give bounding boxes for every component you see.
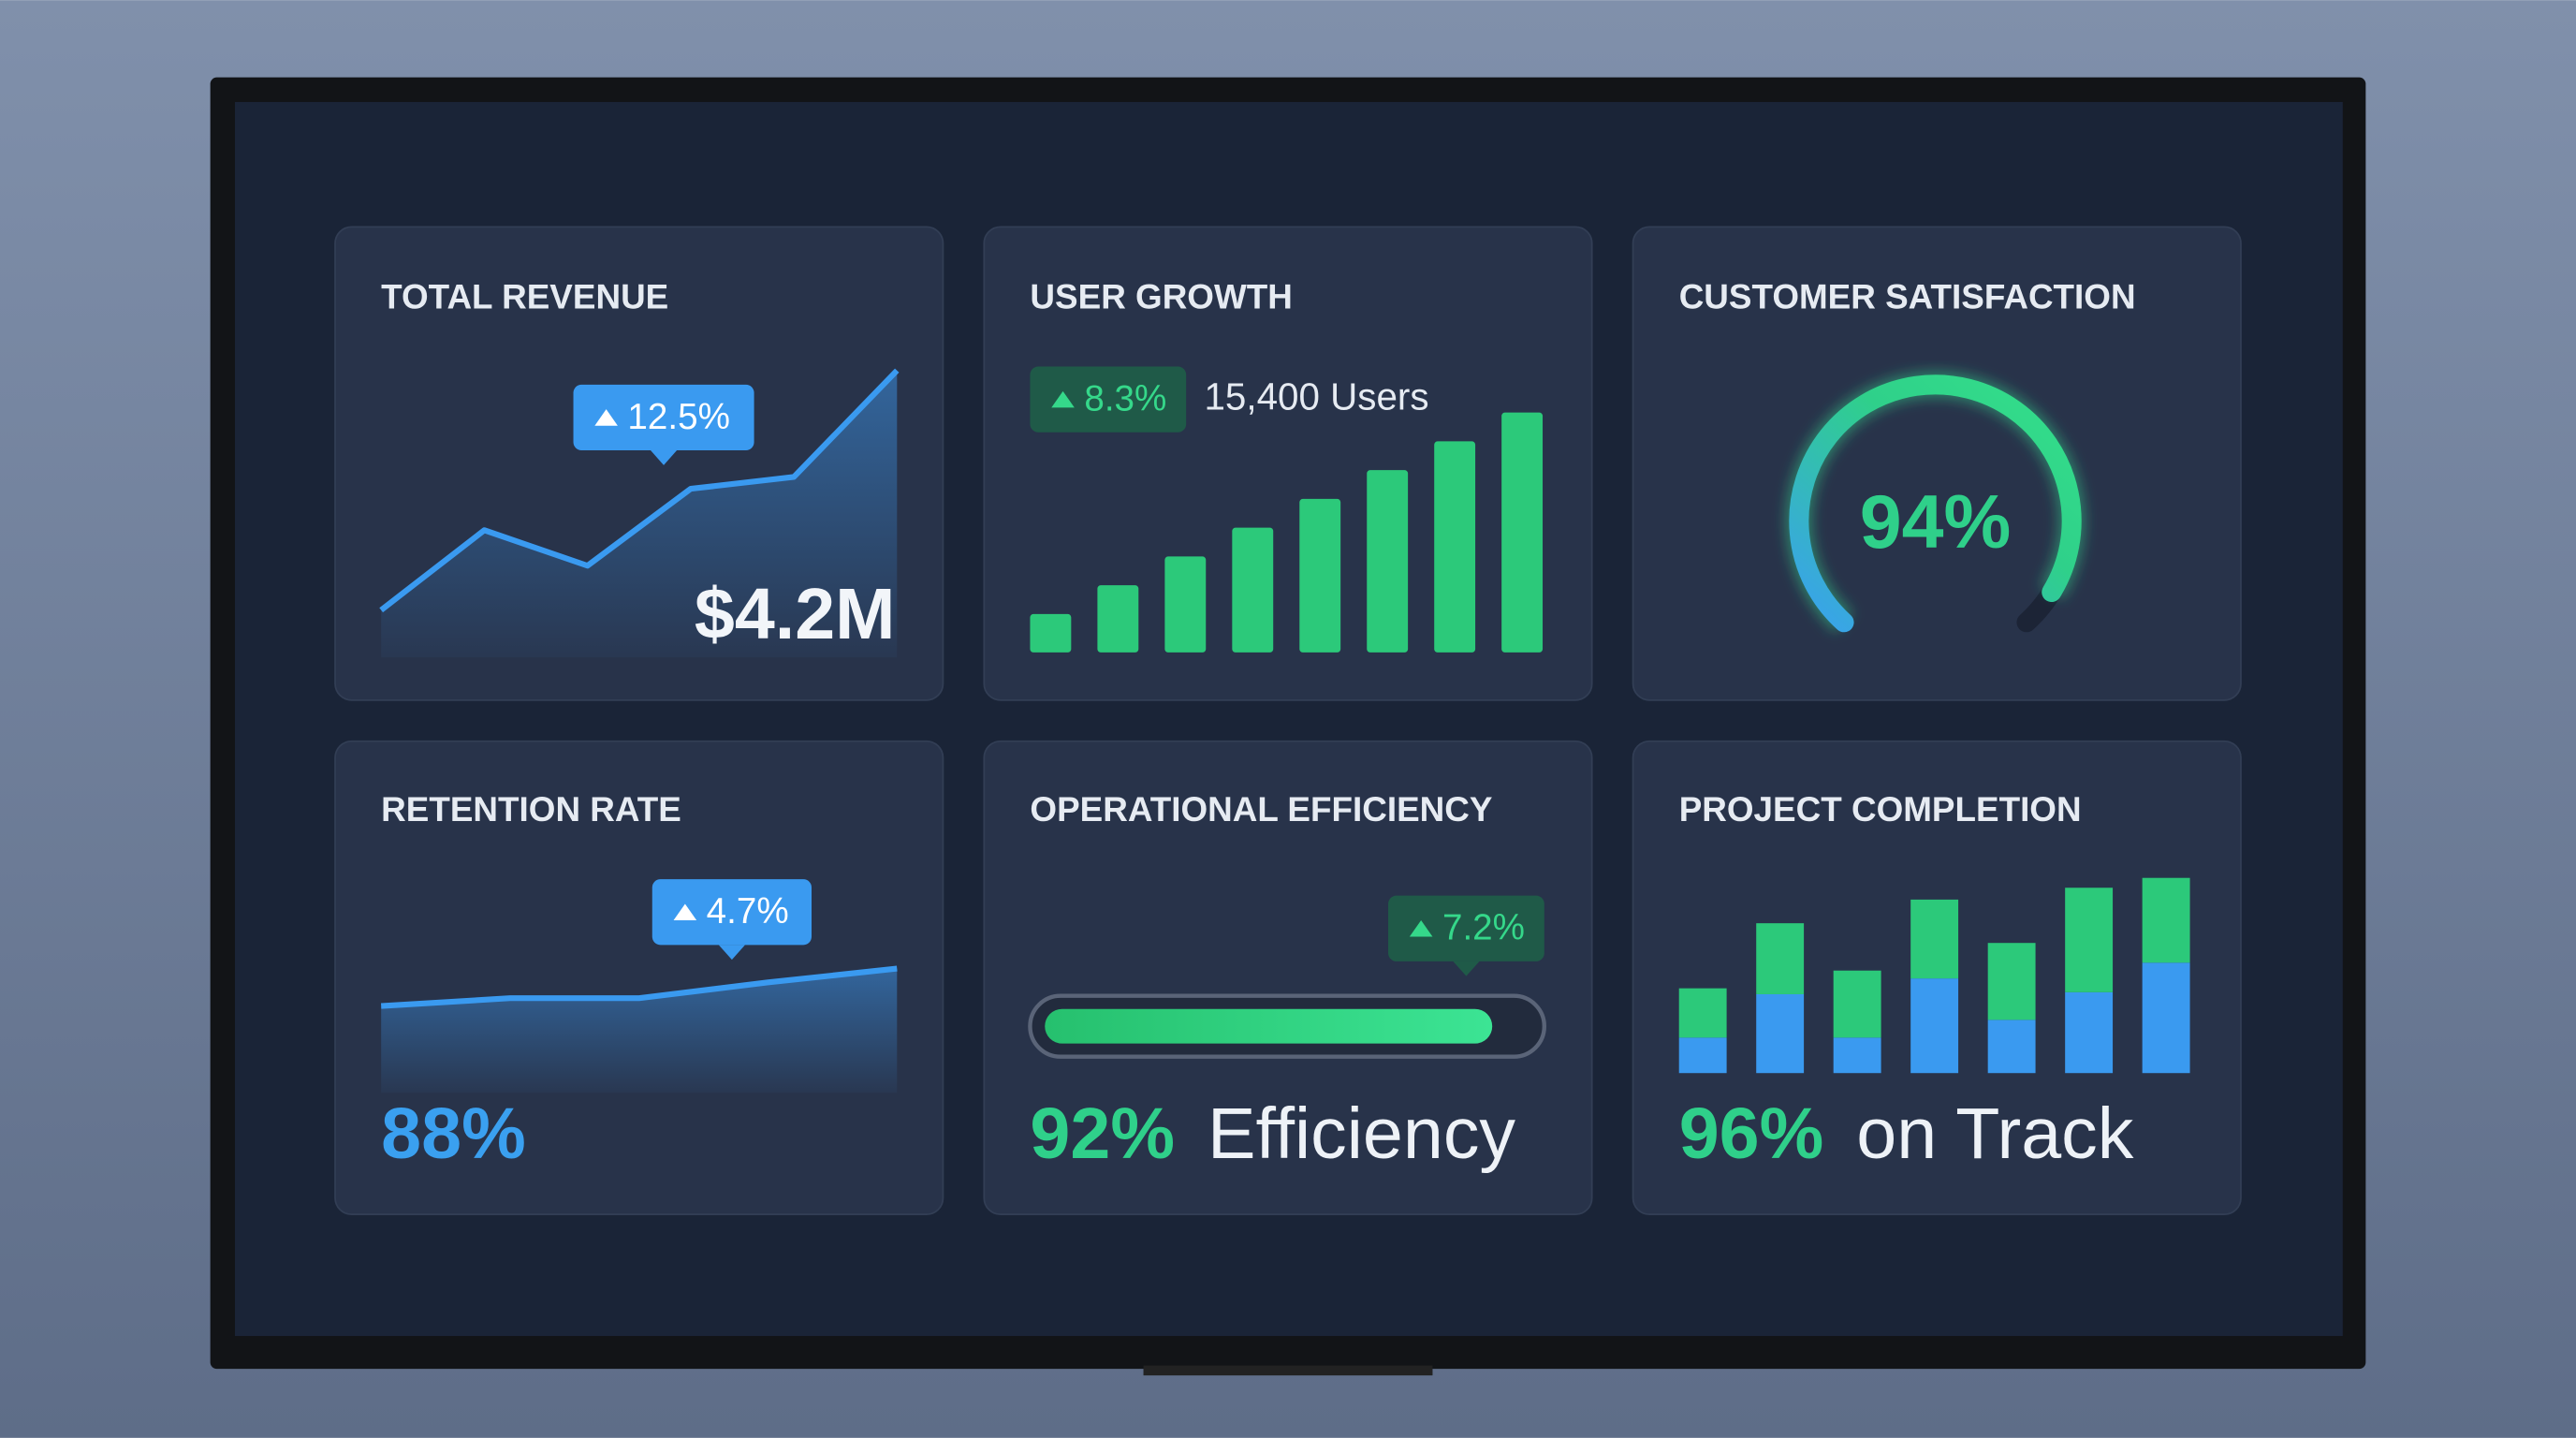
card-title: USER GROWTH [1030,277,1292,315]
card-title: RETENTION RATE [381,790,681,829]
card-title: OPERATIONAL EFFICIENCY [1030,790,1492,829]
bar-segment [1678,988,1727,1038]
bar [1299,498,1341,653]
card-title: PROJECT COMPLETION [1679,790,2082,829]
badge-text: 7.2% [1442,908,1525,948]
badge [1030,366,1187,433]
bar [1097,585,1139,653]
card [983,740,1593,1216]
bar-segment [1833,1037,1881,1074]
bar-segment [2065,991,2114,1074]
badge [573,384,754,451]
badge-text: 4.7% [707,891,789,932]
bar-segment [2142,962,2190,1074]
bar-segment [1987,943,2036,1020]
bar-segment [1678,1037,1727,1074]
progress-fill [1045,1008,1493,1044]
up-arrow [1409,920,1433,937]
bar-segment [1910,978,1959,1074]
revenue-value: $4.2M [695,574,896,654]
badge-pointer [718,945,745,961]
stand [1143,1365,1433,1376]
bar-segment [1833,970,1881,1038]
bar [1164,556,1207,653]
card-title: CUSTOMER SATISFACTION [1679,277,2136,315]
up-arrow [673,903,697,920]
bar [1434,441,1476,653]
bar-segment [2065,888,2114,992]
efficiency-value: 92% [1030,1093,1175,1174]
gauge-label: 94% [1860,480,2012,565]
bar-segment [1756,993,1805,1074]
up-arrow [1051,390,1075,408]
completion-suffix: on Track [1856,1093,2134,1174]
badge [1388,895,1544,961]
bar [1232,527,1274,653]
badge-pointer [651,450,678,465]
bar [1367,470,1409,653]
badge-pointer [1453,961,1480,976]
up-arrow [594,409,618,426]
users-note: 15,400 Users [1204,374,1428,418]
trend-area [381,370,898,658]
efficiency-suffix: Efficiency [1208,1093,1515,1174]
badge-text: 12.5% [627,397,729,437]
trend-line [379,368,900,613]
marks: 12.5% 8.3% 4.7% 7.2% [379,366,2190,1093]
retention-value: 88% [381,1093,526,1174]
card [1632,226,2242,701]
bar-segment [2142,877,2190,963]
trend-line [380,965,898,1009]
badge [651,879,812,946]
bar-segment [1987,1020,2036,1074]
texts: TOTAL REVENUE USER GROWTH CUSTOMER SATIS… [381,277,2135,1174]
card [334,740,944,1216]
gauge-arc [1789,374,2082,633]
bar-segment [1910,899,1959,979]
bar [1030,613,1072,653]
bar-segment [1756,923,1805,994]
completion-value: 96% [1679,1093,1824,1174]
badge-text: 8.3% [1084,379,1166,419]
bar [1501,412,1544,653]
card-title: TOTAL REVENUE [381,277,668,315]
